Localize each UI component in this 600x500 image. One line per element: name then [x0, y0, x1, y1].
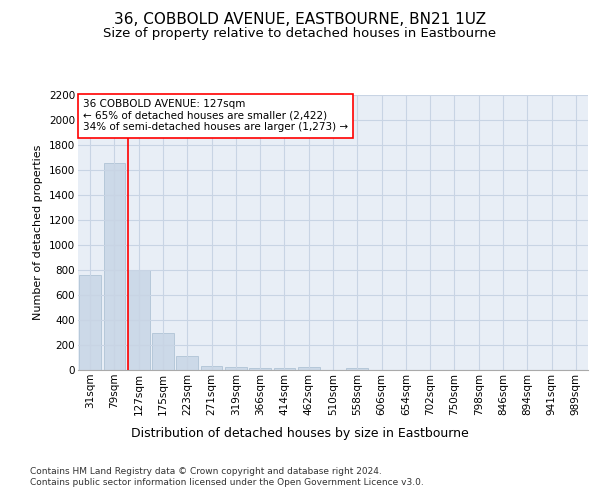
Text: Distribution of detached houses by size in Eastbourne: Distribution of detached houses by size …: [131, 428, 469, 440]
Bar: [346, 368, 368, 370]
Bar: [79, 275, 101, 370]
Text: 36, COBBOLD AVENUE, EASTBOURNE, BN21 1UZ: 36, COBBOLD AVENUE, EASTBOURNE, BN21 1UZ: [114, 12, 486, 28]
Text: 36 COBBOLD AVENUE: 127sqm
← 65% of detached houses are smaller (2,422)
34% of se: 36 COBBOLD AVENUE: 127sqm ← 65% of detac…: [83, 99, 348, 132]
Bar: [274, 368, 295, 370]
Bar: [128, 270, 149, 370]
Text: Size of property relative to detached houses in Eastbourne: Size of property relative to detached ho…: [103, 28, 497, 40]
Bar: [152, 333, 174, 370]
Bar: [200, 366, 223, 370]
Text: Contains HM Land Registry data © Crown copyright and database right 2024.
Contai: Contains HM Land Registry data © Crown c…: [30, 468, 424, 487]
Bar: [225, 367, 247, 370]
Y-axis label: Number of detached properties: Number of detached properties: [34, 145, 43, 320]
Bar: [104, 162, 125, 370]
Bar: [298, 366, 320, 370]
Bar: [176, 356, 198, 370]
Bar: [249, 368, 271, 370]
